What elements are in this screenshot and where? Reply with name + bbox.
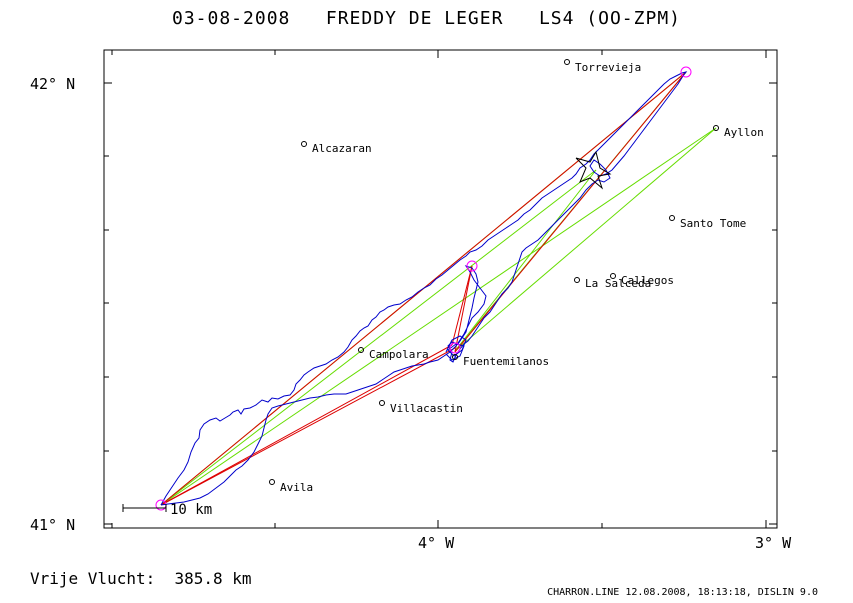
town-label-torrevieja: Torrevieja: [575, 61, 641, 74]
town-marker: [610, 273, 616, 279]
town-label-santo-tome: Santo Tome: [680, 217, 746, 230]
town-label-alcazaran: Alcazaran: [312, 142, 372, 155]
gps-track: [160, 71, 688, 506]
tick-marks: [104, 50, 777, 528]
map-frame: [103, 49, 778, 529]
town-marker: [564, 59, 570, 65]
turnpoint-circle: [680, 66, 692, 78]
town-markers: Torrevieja Alcazaran Ayllon Santo Tome C…: [269, 59, 764, 494]
town-label-callegos: Callegos: [621, 274, 674, 287]
town-label-avila: Avila: [280, 481, 313, 494]
town-marker: [269, 479, 275, 485]
turn-area-marker: [575, 150, 612, 190]
lon-label-middle: 4° W: [418, 534, 455, 552]
lon-label-right: 3° W: [755, 534, 792, 552]
town-label-la-salceda: La Salceda: [585, 277, 651, 290]
gps-track-thermal: [445, 335, 467, 361]
town-marker: [301, 141, 307, 147]
town-marker: [379, 400, 385, 406]
free-flight-distance: Vrije Vlucht: 385.8 km: [30, 569, 252, 588]
town-label-ayllon: Ayllon: [724, 126, 764, 139]
turnpoint-circle: [466, 260, 478, 272]
lat-label-top: 42° N: [30, 75, 75, 93]
town-marker: [669, 215, 675, 221]
plot-credit: CHARRON.LINE 12.08.2008, 18:13:18, DISLI…: [547, 587, 818, 598]
town-marker: [713, 125, 719, 131]
turnpoint-circle: [449, 342, 461, 354]
town-marker: [358, 347, 364, 353]
scale-bar: 10 km: [122, 502, 212, 518]
town-label-fuentemilanos: Fuentemilanos: [463, 355, 549, 368]
town-label-villacastin: Villacastin: [390, 402, 463, 415]
lat-label-bottom: 41° N: [30, 516, 75, 534]
town-marker: [452, 354, 458, 360]
town-marker: [574, 277, 580, 283]
map-title: 03-08-2008 FREDDY DE LEGER LS4 (OO-ZPM): [172, 8, 681, 29]
town-label-campolara: Campolara: [369, 348, 429, 361]
scale-label: 10 km: [170, 502, 212, 518]
